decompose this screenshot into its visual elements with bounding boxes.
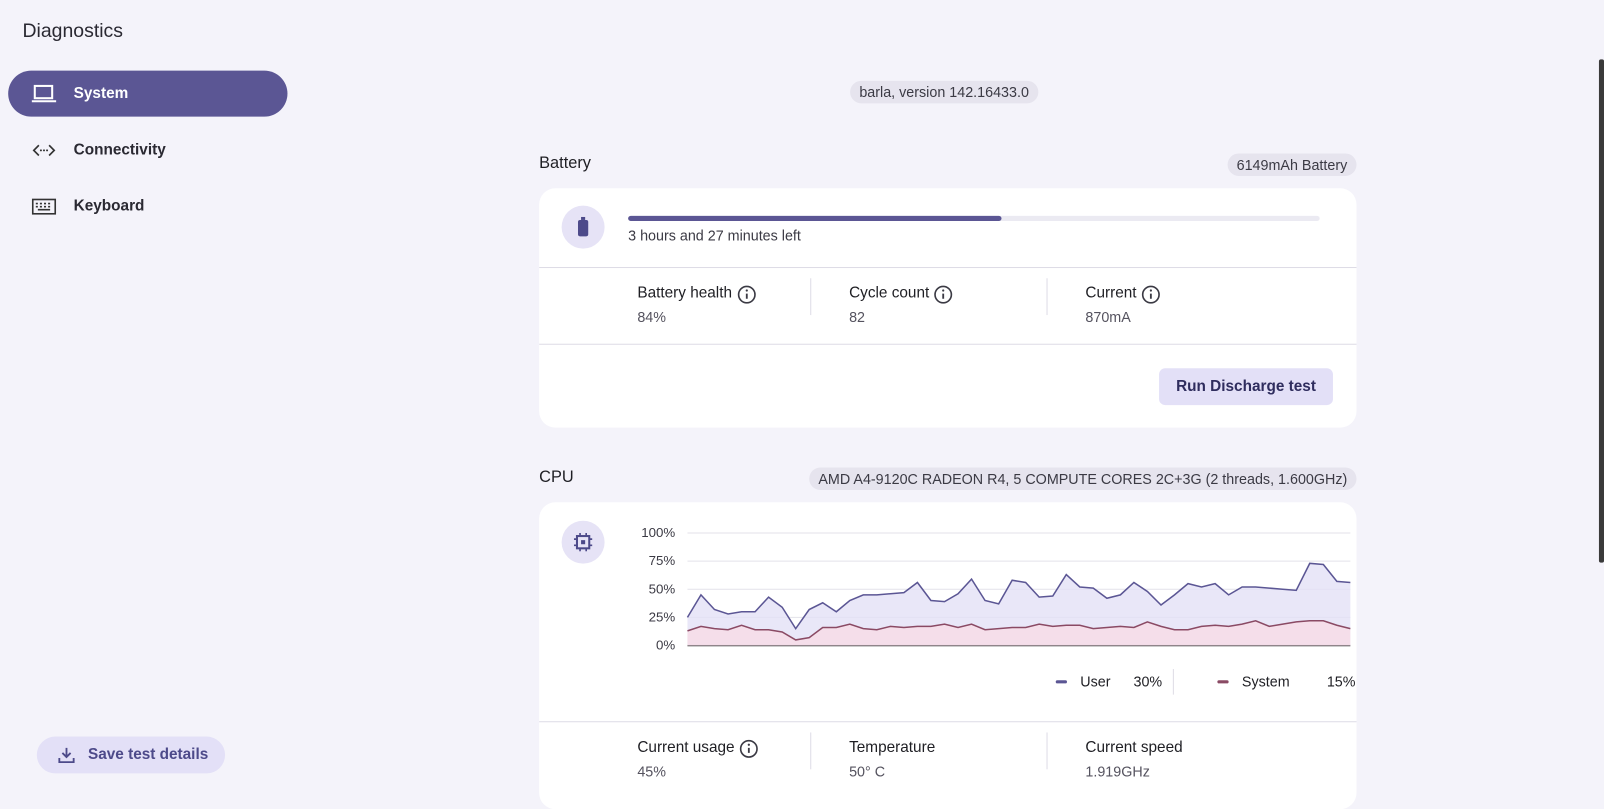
legend-swatch [1217,680,1229,684]
stat-value: 84% [637,308,667,326]
scrollbar[interactable] [1598,59,1604,563]
stat-label: Temperature [849,738,936,756]
y-tick-label: 25% [649,609,676,624]
battery-card: 3 hours and 27 minutes left Battery heal… [539,188,1357,428]
version-chip: barla, version 142.16433.0 [850,80,1039,104]
legend-swatch [1055,680,1067,684]
battery-status: 3 hours and 27 minutes left [628,227,801,244]
y-tick-label: 0% [656,638,675,653]
save-label[interactable]: Save test details [87,745,209,764]
button-label[interactable]: Run Discharge test [1176,377,1316,395]
divider [1046,278,1048,316]
app-title: Diagnostics [22,20,123,42]
nav-label[interactable]: System [73,84,129,103]
y-tick-label: 75% [649,553,676,568]
y-tick-label: 50% [649,581,676,596]
nav-label[interactable]: Keyboard [73,197,145,215]
divider [810,278,812,316]
info-icon[interactable] [737,284,757,304]
nav-label[interactable]: Connectivity [73,141,166,159]
cpu-icon [573,532,593,552]
stat-label: Cycle count [849,284,930,302]
section-title: CPU [539,468,574,486]
info-icon[interactable] [933,284,953,304]
legend-value: 30% [1133,674,1162,690]
section-title: Battery [539,154,591,172]
stat-value: 1.919GHz [1085,763,1150,780]
stat-value: 45% [637,763,667,780]
legend-value: 15% [1327,674,1356,690]
connectivity-icon [32,144,56,157]
cpu-chart: 0% 25% 50% 75% 100% User 30% System 15% [641,525,1356,695]
cpu-card: 0% 25% 50% 75% 100% User 30% System 15% Current … [539,502,1357,809]
info-icon[interactable] [739,739,759,759]
stat-label: Current speed [1085,738,1183,756]
area [687,620,1351,646]
nav-system[interactable] [8,70,288,117]
legend-name: System [1242,674,1290,690]
divider [539,721,1357,723]
discharge-button[interactable] [1159,368,1333,406]
divider [539,343,1357,345]
line [687,619,1351,641]
divider [1046,732,1048,770]
laptop-icon [31,84,57,103]
stat-label: Battery health [637,284,733,302]
battery-chip: 6149mAh Battery [1227,153,1357,176]
divider [810,732,812,770]
download-icon [58,747,75,764]
info-icon[interactable] [1141,284,1161,304]
keyboard-icon [31,198,57,215]
charge-track [628,215,1320,221]
charge-bar [628,215,1002,221]
y-tick-label: 100% [641,525,675,540]
legend-name: User [1080,674,1110,690]
line [686,562,1351,631]
stat-value: 870mA [1085,308,1131,326]
stat-label: Current [1085,284,1137,302]
cpu-chip: AMD A4-9120C RADEON R4, 5 COMPUTE CORES … [809,467,1357,491]
stat-value: 50° C [849,763,886,780]
stat-label: Current usage [637,738,735,756]
battery-icon [577,216,589,237]
stat-value: 82 [849,308,866,326]
divider [539,267,1357,269]
